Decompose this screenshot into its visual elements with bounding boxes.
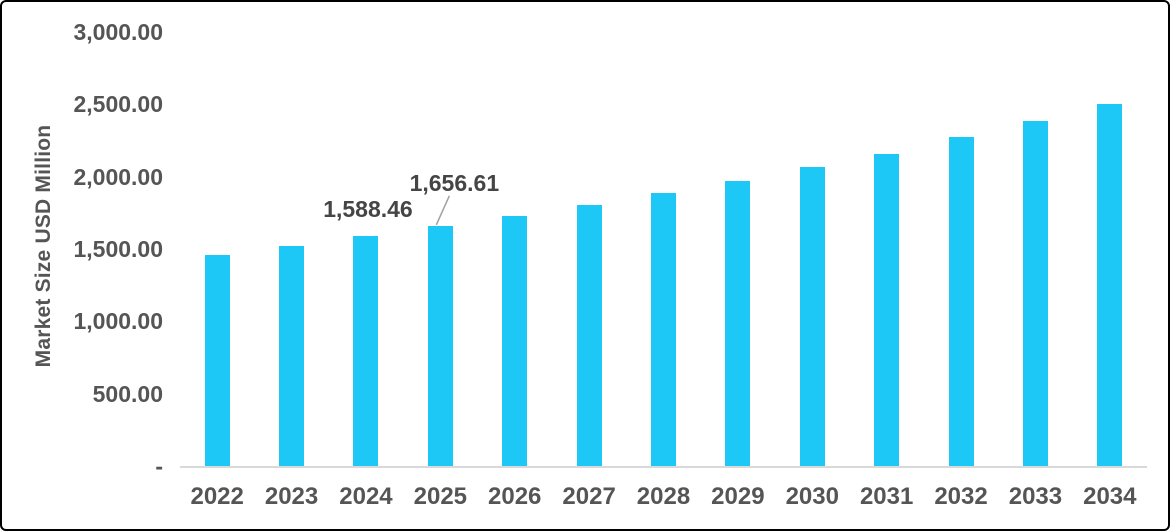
x-tick-2032: 2032: [934, 483, 988, 510]
x-axis-line: [180, 466, 1147, 468]
bar-2023: [279, 246, 305, 466]
bar-2027: [576, 204, 602, 466]
x-tick-2028: 2028: [636, 483, 691, 510]
bar-2034: [1097, 104, 1123, 466]
x-tick-2025: 2025: [413, 483, 468, 510]
x-tick-2030: 2030: [785, 483, 839, 510]
data-label-2025: 1,656.61: [409, 170, 500, 197]
data-label-2024: 1,588.46: [323, 196, 413, 223]
y-tick-3,000.00: 3,000.00: [73, 19, 163, 45]
bar-2025: [427, 226, 453, 466]
y-tick-500.00: 500.00: [92, 380, 163, 407]
bar-2022: [204, 254, 230, 466]
x-tick-2029: 2029: [711, 483, 765, 510]
bar-2026: [502, 216, 528, 466]
y-tick-2,000.00: 2,000.00: [73, 163, 163, 190]
x-tick-2026: 2026: [488, 483, 542, 510]
x-tick-2034: 2034: [1083, 483, 1137, 510]
bar-2032: [948, 136, 974, 466]
bar-2030: [799, 166, 825, 466]
x-tick-2033: 2033: [1008, 483, 1063, 510]
bar-2028: [651, 192, 676, 466]
x-tick-2027: 2027: [562, 483, 616, 510]
bar-2029: [725, 180, 751, 466]
bar-2031: [874, 153, 900, 466]
bar-2033: [1022, 120, 1048, 466]
y-tick-1,500.00: 1,500.00: [73, 236, 163, 262]
x-tick-2022: 2022: [190, 483, 244, 510]
y-tick-2,500.00: 2,500.00: [73, 91, 163, 118]
y-tick-1,000.00: 1,000.00: [73, 308, 163, 335]
x-tick-2031: 2031: [859, 483, 914, 510]
x-tick-2024: 2024: [339, 483, 393, 510]
bar-2024: [353, 236, 379, 466]
y-tick--: -: [155, 453, 163, 479]
x-tick-2023: 2023: [264, 483, 319, 510]
